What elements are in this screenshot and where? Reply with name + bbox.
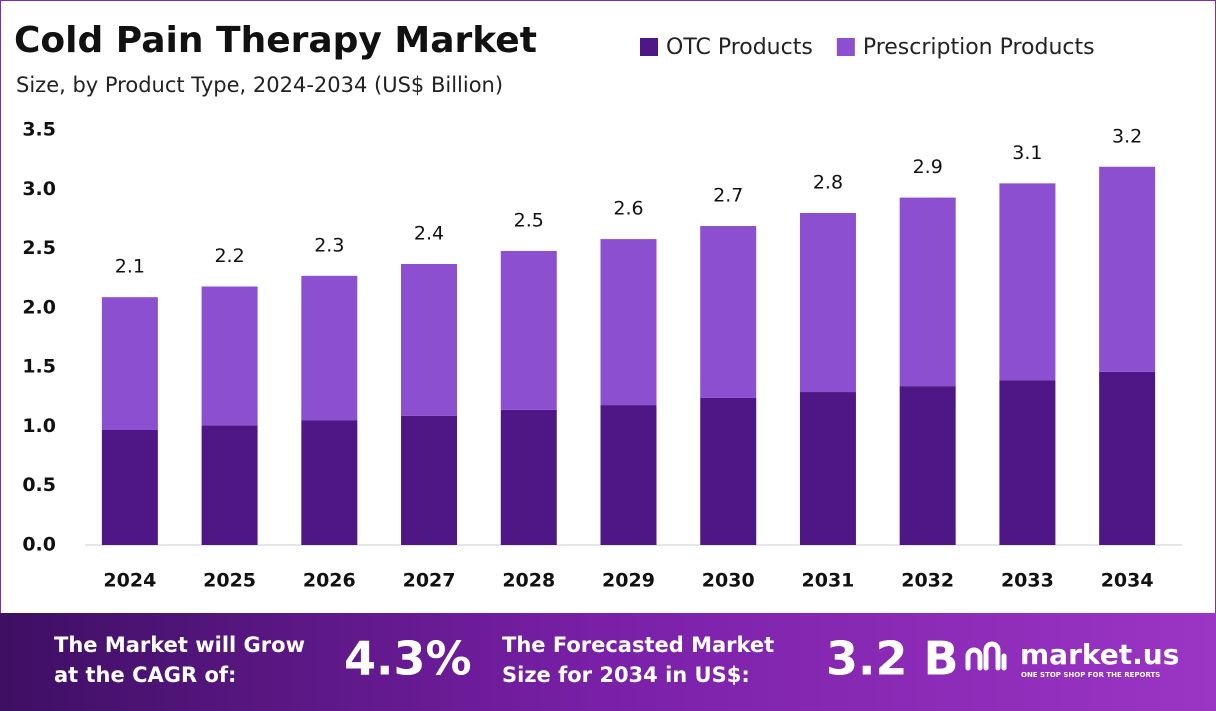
bar-segment — [700, 397, 757, 545]
footer-text: The Market will Grow — [54, 633, 305, 657]
x-tick-label: 2032 — [901, 570, 954, 592]
x-tick-label: 2034 — [1101, 570, 1154, 592]
bar-segment — [1099, 166, 1156, 372]
bar-segment — [700, 226, 757, 398]
bar-segment — [201, 286, 258, 426]
chart-title: Cold Pain Therapy Market — [14, 20, 537, 61]
x-tick-label: 2025 — [203, 570, 256, 592]
bar-segment — [899, 197, 956, 387]
cagr-value: 4.3% — [344, 632, 472, 686]
legend-label: Prescription Products — [863, 35, 1095, 60]
x-tick-label: 2024 — [103, 570, 156, 592]
bar-segment — [301, 420, 358, 545]
data-label: 2.1 — [115, 256, 145, 278]
bar-segment — [500, 250, 557, 410]
x-tick-label: 2028 — [502, 570, 555, 592]
bar-segment — [600, 405, 657, 545]
y-tick-label: 3.5 — [22, 119, 56, 141]
bar-segment — [799, 213, 856, 393]
x-tick-label: 2026 — [303, 570, 356, 592]
bar-segment — [1099, 371, 1156, 545]
brand-tagline: ONE STOP SHOP FOR THE REPORTS — [1021, 671, 1160, 679]
y-tick-label: 0.0 — [22, 534, 56, 556]
bar-segment — [899, 386, 956, 545]
data-label: 3.1 — [1012, 142, 1042, 164]
y-tick-label: 0.5 — [22, 474, 56, 496]
brand-name: market.us — [1020, 638, 1179, 671]
x-tick-label: 2033 — [1001, 570, 1054, 592]
legend-swatch — [640, 38, 658, 56]
bar-segment — [500, 409, 557, 545]
data-label: 3.2 — [1112, 125, 1142, 147]
footer-band — [0, 613, 1216, 711]
legend-label: OTC Products — [666, 35, 813, 60]
footer-text: The Forecasted Market — [502, 633, 774, 657]
y-tick-label: 3.0 — [22, 178, 56, 200]
data-label: 2.2 — [214, 245, 244, 267]
bar-segment — [401, 263, 458, 416]
bar-segment — [201, 425, 258, 545]
bar-segment — [999, 380, 1056, 545]
brand-logo — [965, 641, 1007, 671]
x-tick-label: 2027 — [403, 570, 456, 592]
size-value: 3.2 B — [826, 632, 959, 686]
footer-text: at the CAGR of: — [54, 663, 236, 687]
y-tick-label: 2.0 — [22, 296, 56, 318]
chart-subtitle: Size, by Product Type, 2024-2034 (US$ Bi… — [16, 73, 503, 97]
y-tick-label: 1.0 — [22, 415, 56, 437]
bar-segment — [799, 392, 856, 545]
footer-text: Size for 2034 in US$: — [502, 663, 750, 687]
bar-segment — [301, 275, 358, 421]
data-label: 2.9 — [913, 156, 943, 178]
y-tick-label: 1.5 — [22, 356, 56, 378]
data-label: 2.3 — [314, 234, 344, 256]
data-label: 2.6 — [613, 198, 643, 220]
x-tick-label: 2031 — [802, 570, 855, 592]
data-label: 2.4 — [414, 222, 444, 244]
data-label: 2.5 — [514, 209, 544, 231]
x-tick-label: 2030 — [702, 570, 755, 592]
bar-segment — [600, 239, 657, 406]
bar-segment — [999, 183, 1056, 381]
x-tick-label: 2029 — [602, 570, 655, 592]
data-label: 2.8 — [813, 172, 843, 194]
bar-segment — [401, 415, 458, 545]
data-label: 2.7 — [713, 185, 743, 207]
y-tick-label: 2.5 — [22, 237, 56, 259]
bar-segment — [101, 297, 158, 430]
bar-segment — [101, 429, 158, 545]
legend-swatch — [836, 38, 855, 56]
